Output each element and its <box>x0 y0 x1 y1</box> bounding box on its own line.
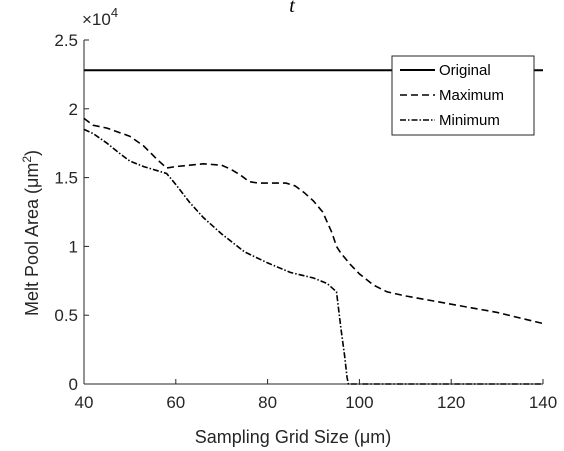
y-tick-label: 2 <box>69 100 78 119</box>
y-exponent-power: 4 <box>111 5 118 20</box>
y-exponent-label: ×104 <box>82 5 118 29</box>
x-axis-ticks: 40 60 80 100 120 140 <box>75 379 557 412</box>
y-tick-label: 2.5 <box>54 31 78 50</box>
x-tick-label: 60 <box>166 393 185 412</box>
y-axis-label-tail: ) <box>22 150 42 156</box>
y-axis-label-sup: 2 <box>20 156 34 163</box>
y-tick-label: 0 <box>69 375 78 394</box>
y-axis-label: Melt Pool Area (μm2) <box>20 150 42 316</box>
y-axis-ticks: 0 0.5 1 1.5 2 2.5 <box>54 31 89 394</box>
x-tick-label: 40 <box>75 393 94 412</box>
legend-label-minimum: Minimum <box>439 112 500 129</box>
y-exponent-base: ×10 <box>82 10 111 29</box>
legend: Original Maximum Minimum <box>391 55 535 136</box>
x-tick-label: 120 <box>437 393 465 412</box>
legend-label-maximum: Maximum <box>439 87 504 104</box>
legend-label-original: Original <box>439 62 491 79</box>
x-tick-label: 80 <box>258 393 277 412</box>
x-tick-label: 100 <box>345 393 373 412</box>
series-line-minimum <box>83 128 543 385</box>
x-tick-label: 140 <box>529 393 557 412</box>
y-tick-label: 1 <box>69 237 78 256</box>
series-line-maximum <box>83 117 544 325</box>
y-tick-label: 0.5 <box>54 306 78 325</box>
y-tick-label: 1.5 <box>54 169 78 188</box>
x-axis-label: Sampling Grid Size (μm) <box>195 427 391 447</box>
y-axis-label-base: Melt Pool Area (μm <box>22 163 42 316</box>
chart-title: t <box>289 0 295 17</box>
